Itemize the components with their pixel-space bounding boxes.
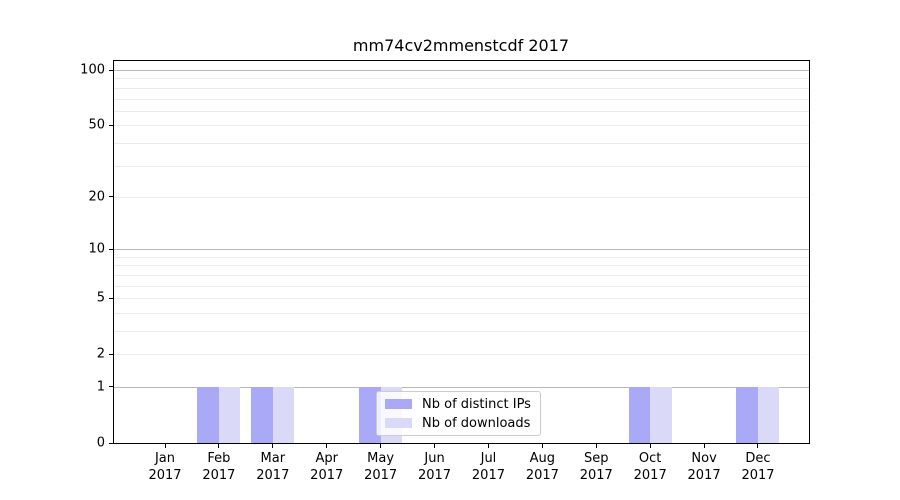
legend: Nb of distinct IPs Nb of downloads bbox=[376, 391, 541, 436]
y-axis-tick bbox=[109, 196, 113, 198]
x-axis-tick bbox=[272, 444, 274, 448]
x-tick-label: Mar 2017 bbox=[256, 451, 290, 483]
y-axis-tick bbox=[109, 442, 113, 444]
y-gridline-minor bbox=[114, 110, 809, 112]
legend-swatch-distinct-ips bbox=[385, 399, 412, 409]
y-tick-label: 1 bbox=[96, 379, 105, 395]
y-gridline-minor bbox=[114, 274, 809, 276]
y-gridline-minor bbox=[114, 78, 809, 80]
bar-downloads-Feb bbox=[218, 386, 241, 443]
bar-downloads-Mar bbox=[272, 386, 295, 443]
x-axis-tick bbox=[703, 444, 705, 448]
y-tick-label: 10 bbox=[88, 241, 105, 257]
y-gridline-minor bbox=[114, 125, 809, 127]
x-axis-tick bbox=[218, 444, 220, 448]
bar-distinct-ips-Feb bbox=[197, 386, 219, 443]
legend-entry-distinct-ips: Nb of distinct IPs bbox=[385, 396, 531, 412]
y-tick-label: 2 bbox=[96, 346, 105, 362]
x-tick-label: Apr 2017 bbox=[310, 451, 344, 483]
x-axis-tick bbox=[541, 444, 543, 448]
y-axis-tick bbox=[109, 248, 113, 250]
x-tick-label: Oct 2017 bbox=[633, 451, 667, 483]
y-gridline-major bbox=[114, 70, 809, 72]
y-gridline-minor bbox=[114, 298, 809, 300]
bar-downloads-Dec bbox=[757, 386, 780, 443]
y-axis-tick bbox=[109, 386, 113, 388]
x-axis-tick bbox=[487, 444, 489, 448]
y-tick-label: 50 bbox=[88, 117, 105, 133]
x-tick-label: Jan 2017 bbox=[148, 451, 182, 483]
bar-downloads-Oct bbox=[650, 386, 672, 443]
y-gridline-minor bbox=[114, 142, 809, 144]
y-gridline-minor bbox=[114, 265, 809, 267]
x-axis-tick bbox=[380, 444, 382, 448]
y-tick-label: 0 bbox=[96, 435, 105, 451]
x-axis-tick bbox=[649, 444, 651, 448]
legend-label-distinct-ips: Nb of distinct IPs bbox=[422, 396, 531, 412]
bar-distinct-ips-May bbox=[359, 386, 381, 443]
x-axis-tick bbox=[595, 444, 597, 448]
x-axis-tick bbox=[164, 444, 166, 448]
chart-title: mm74cv2mmenstcdf 2017 bbox=[352, 36, 570, 55]
plot-area bbox=[113, 60, 810, 444]
y-tick-label: 20 bbox=[88, 189, 105, 205]
y-gridline-minor bbox=[114, 98, 809, 100]
y-gridline-minor bbox=[114, 256, 809, 258]
x-axis-tick bbox=[434, 444, 436, 448]
bar-distinct-ips-Oct bbox=[628, 386, 651, 443]
y-axis-tick bbox=[109, 353, 113, 355]
x-tick-label: Nov 2017 bbox=[687, 451, 721, 483]
y-axis-tick bbox=[109, 297, 113, 299]
x-tick-label: Dec 2017 bbox=[741, 451, 775, 483]
y-tick-label: 5 bbox=[96, 290, 105, 306]
x-axis-tick bbox=[757, 444, 759, 448]
y-axis-tick bbox=[109, 124, 113, 126]
y-gridline-minor bbox=[114, 285, 809, 287]
y-tick-label: 100 bbox=[80, 62, 105, 78]
y-axis-tick bbox=[109, 69, 113, 71]
x-tick-label: Jul 2017 bbox=[471, 451, 505, 483]
y-gridline-major bbox=[114, 249, 809, 251]
y-gridline-minor bbox=[114, 312, 809, 314]
y-gridline-minor bbox=[114, 87, 809, 89]
y-gridline-minor bbox=[114, 165, 809, 167]
y-gridline-minor bbox=[114, 354, 809, 356]
legend-label-downloads: Nb of downloads bbox=[422, 415, 531, 431]
x-tick-label: Aug 2017 bbox=[525, 451, 559, 483]
x-axis-tick bbox=[326, 444, 328, 448]
y-gridline-minor bbox=[114, 196, 809, 198]
x-tick-label: Jun 2017 bbox=[417, 451, 452, 483]
x-tick-label: Feb 2017 bbox=[202, 451, 236, 483]
bar-distinct-ips-Mar bbox=[251, 386, 273, 443]
x-tick-label: May 2017 bbox=[364, 451, 398, 483]
y-gridline-major bbox=[114, 386, 809, 388]
legend-swatch-downloads bbox=[385, 418, 412, 428]
legend-entry-downloads: Nb of downloads bbox=[385, 415, 531, 431]
x-tick-label: Sep 2017 bbox=[579, 451, 613, 483]
bar-distinct-ips-Dec bbox=[736, 386, 758, 443]
y-gridline-minor bbox=[114, 330, 809, 332]
